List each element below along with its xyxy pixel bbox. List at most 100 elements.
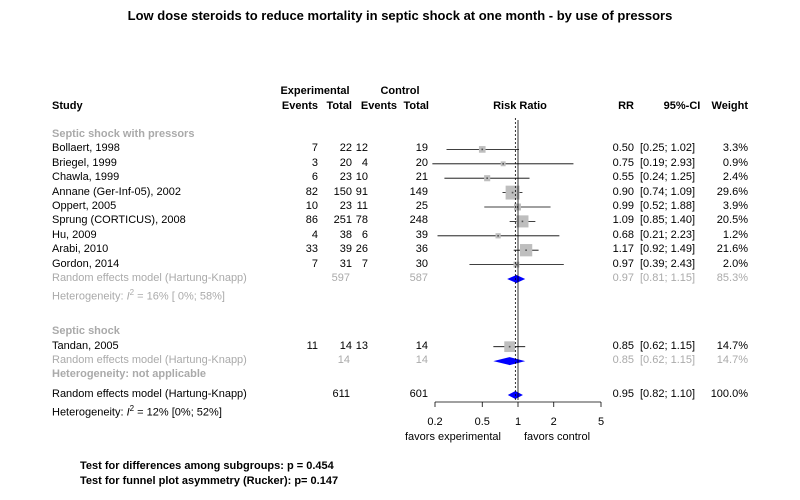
events-control: 7 <box>361 257 368 270</box>
x-tick-label: 2 <box>550 416 557 428</box>
study-name: Sprung (CORTICUS), 2008 <box>52 214 186 227</box>
total-control: 149 <box>409 185 428 198</box>
point-estimate <box>486 177 488 179</box>
events-experimental: 3 <box>311 156 318 169</box>
study-name: Briegel, 1999 <box>52 156 117 169</box>
subgroup-model-label: Random effects model (Hartung-Knapp) <box>52 354 247 367</box>
total-experimental: 38 <box>339 228 352 241</box>
study-ci: [0.21; 2.23] <box>640 228 696 241</box>
study-weight: 21.6% <box>716 243 748 256</box>
events-experimental: 7 <box>311 257 318 270</box>
subgroup-heterogeneity: Heterogeneity: not applicable <box>52 368 207 381</box>
events-control: 4 <box>361 156 368 169</box>
events-control: 78 <box>355 214 368 227</box>
study-weight: 29.6% <box>716 185 748 198</box>
overall-total-experimental: 611 <box>332 388 350 400</box>
events-control: 10 <box>355 171 368 184</box>
total-control: 30 <box>415 257 428 270</box>
study-name: Chawla, 1999 <box>52 171 120 184</box>
study-ci: [0.62; 1.15] <box>640 339 696 352</box>
events-experimental: 82 <box>305 185 318 198</box>
events-experimental: 86 <box>305 214 318 227</box>
total-control: 25 <box>415 200 428 212</box>
model-rr: 0.85 <box>612 354 634 367</box>
study-name: Gordon, 2014 <box>52 257 120 270</box>
study-rr: 0.50 <box>612 142 634 155</box>
study-name: Annane (Ger-Inf-05), 2002 <box>52 185 182 198</box>
point-estimate <box>511 191 514 194</box>
favors-experimental-label: favors experimental <box>405 431 501 443</box>
overall-total-control: 601 <box>409 388 428 400</box>
total-experimental: 23 <box>339 200 352 212</box>
overall-model-label: Random effects model (Hartung-Knapp) <box>52 388 247 400</box>
study-rr: 0.90 <box>612 185 634 198</box>
point-estimate <box>525 249 527 251</box>
subgroup-heterogeneity: Heterogeneity: I2 = 16% [ 0%; 58%] <box>52 286 225 304</box>
model-rr: 0.97 <box>612 272 634 284</box>
total-control: 36 <box>415 243 428 256</box>
model-total-experimental: 14 <box>337 354 350 367</box>
funnel-test: Test for funnel plot asymmetry (Rucker):… <box>80 475 339 487</box>
study-ci: [0.24; 1.25] <box>640 171 696 184</box>
header-control: Control <box>380 85 420 97</box>
chart-title: Low dose steroids to reduce mortality in… <box>127 8 673 23</box>
x-tick-label: 0.5 <box>474 416 490 428</box>
total-control: 19 <box>415 142 428 155</box>
het-i2-exponent: 2 <box>129 404 135 413</box>
total-control: 248 <box>409 214 428 227</box>
events-experimental: 11 <box>306 339 318 352</box>
events-experimental: 10 <box>305 200 318 212</box>
header-risk-ratio: Risk Ratio <box>493 100 547 112</box>
study-name: Hu, 2009 <box>52 228 97 241</box>
header-weight: Weight <box>711 100 748 112</box>
model-total-experimental: 597 <box>331 272 350 284</box>
x-tick-label: 0.2 <box>427 416 443 428</box>
model-weight: 85.3% <box>716 272 748 284</box>
het-i2-symbol: I <box>126 406 130 419</box>
overall-heterogeneity: Heterogeneity: I2 = 12% [0%; 52%] <box>52 402 222 420</box>
study-name: Tandan, 2005 <box>52 339 119 352</box>
model-ci: [0.81; 1.15] <box>640 272 696 284</box>
het-i2-symbol: I <box>126 291 130 304</box>
overall-rr: 0.95 <box>612 388 634 400</box>
study-rr: 0.85 <box>612 339 634 352</box>
study-weight: 2.0% <box>722 257 748 270</box>
study-weight: 14.7% <box>716 339 748 352</box>
study-rr: 1.09 <box>612 214 634 227</box>
header-experimental: Experimental <box>280 85 350 97</box>
subgroup-model-label: Random effects model (Hartung-Knapp) <box>52 272 247 284</box>
study-weight: 1.2% <box>722 228 748 241</box>
header-events-experimental: Events <box>281 100 318 112</box>
events-control: 12 <box>355 142 368 155</box>
het-value: = 16% [ 0%; 58%] <box>134 291 225 304</box>
study-weight: 3.9% <box>722 200 748 212</box>
study-rr: 1.17 <box>612 243 634 256</box>
total-control: 14 <box>415 339 428 352</box>
events-control: 13 <box>355 339 368 352</box>
overall-weight: 100.0% <box>710 388 748 400</box>
study-rr: 0.75 <box>612 156 634 169</box>
total-experimental: 150 <box>333 185 352 198</box>
study-ci: [0.25; 1.02] <box>640 142 696 155</box>
subgroup-test: Test for differences among subgroups: p … <box>80 460 334 472</box>
events-experimental: 6 <box>311 171 318 184</box>
point-estimate <box>497 235 499 237</box>
point-estimate <box>481 148 484 151</box>
total-experimental: 23 <box>339 171 352 184</box>
events-control: 6 <box>361 228 368 241</box>
het-prefix: Heterogeneity: <box>52 406 127 419</box>
header-events-control: Events <box>360 100 397 112</box>
total-experimental: 31 <box>339 257 352 270</box>
events-control: 91 <box>355 185 368 198</box>
total-control: 20 <box>415 156 428 169</box>
study-name: Arabi, 2010 <box>52 243 109 256</box>
study-weight: 2.4% <box>722 171 748 184</box>
subgroup-diamond <box>507 275 526 283</box>
total-experimental: 22 <box>339 142 352 155</box>
x-tick-label: 1 <box>514 416 522 428</box>
events-control: 26 <box>355 243 368 256</box>
header-rr: RR <box>618 100 634 112</box>
study-ci: [0.52; 1.88] <box>640 200 696 212</box>
point-estimate <box>521 220 524 223</box>
study-ci: [0.39; 2.43] <box>640 257 696 270</box>
